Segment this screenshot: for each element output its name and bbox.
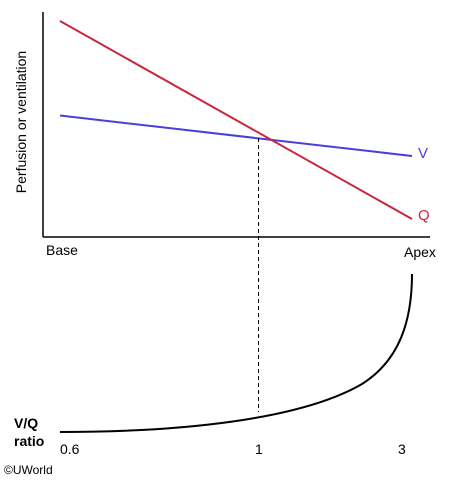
series-label-q: Q — [418, 207, 430, 224]
x-tick-label-apex: Apex — [404, 244, 436, 260]
vq-tick-label-0-6: 0.6 — [60, 441, 80, 457]
vq-ratio-label-line1: V/Q — [14, 415, 38, 431]
vq-tick-label-3: 3 — [398, 441, 406, 457]
vq-ratio-label-line2: ratio — [14, 433, 44, 449]
vq-ratio-curve — [59, 273, 413, 433]
series-line-q — [59, 20, 413, 220]
copyright-text: ©UWorld — [4, 463, 53, 477]
vq-tick-label-1: 1 — [255, 441, 263, 457]
y-axis-label: Perfusion or ventilation — [13, 51, 29, 193]
series-line-v — [59, 114, 413, 157]
series-label-v: V — [418, 145, 428, 162]
x-tick-label-base: Base — [46, 242, 78, 258]
